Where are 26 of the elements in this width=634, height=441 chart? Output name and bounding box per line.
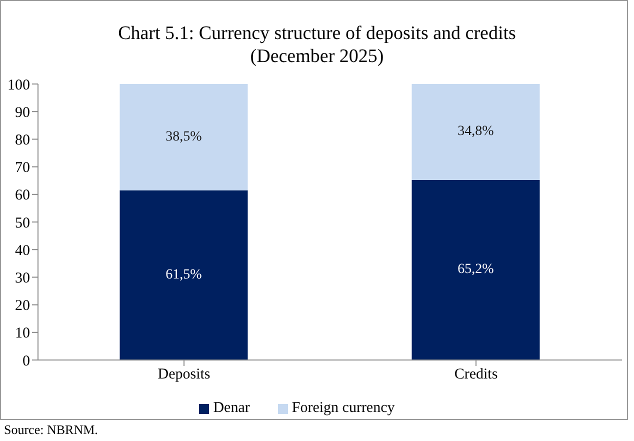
y-tick-label: 30 (15, 270, 30, 287)
bar (412, 84, 540, 180)
y-tick-label: 100 (8, 77, 30, 94)
y-tick-label: 20 (15, 298, 30, 314)
data-label: 61,5% (166, 267, 202, 282)
data-label: 38,5% (166, 129, 202, 144)
legend-label: Denar (213, 400, 250, 416)
y-tick-label: 40 (15, 242, 30, 259)
data-label: 65,2% (458, 262, 494, 278)
y-tick-label: 60 (15, 188, 30, 204)
y-tick-label: 70 (15, 160, 30, 176)
source-note: Source: NBRNM. (4, 422, 98, 438)
y-tick-label: 0 (22, 353, 30, 370)
x-tick-label: Deposits (158, 366, 210, 383)
bar (120, 190, 248, 360)
y-tick-label: 10 (15, 326, 30, 342)
legend-label: Foreign currency (292, 400, 395, 416)
chart-subtitle: (December 2025) (249, 45, 385, 68)
x-tick-label: Credits (454, 366, 498, 383)
y-tick-label: 90 (15, 104, 30, 121)
bar (412, 180, 540, 360)
y-tick-label: 80 (15, 132, 30, 149)
y-tick-label: 50 (15, 215, 30, 232)
chart-title: Chart 5.1: Currency structure of deposits and credits (117, 22, 517, 45)
bar (120, 84, 248, 190)
data-label: 34,8% (458, 124, 494, 140)
